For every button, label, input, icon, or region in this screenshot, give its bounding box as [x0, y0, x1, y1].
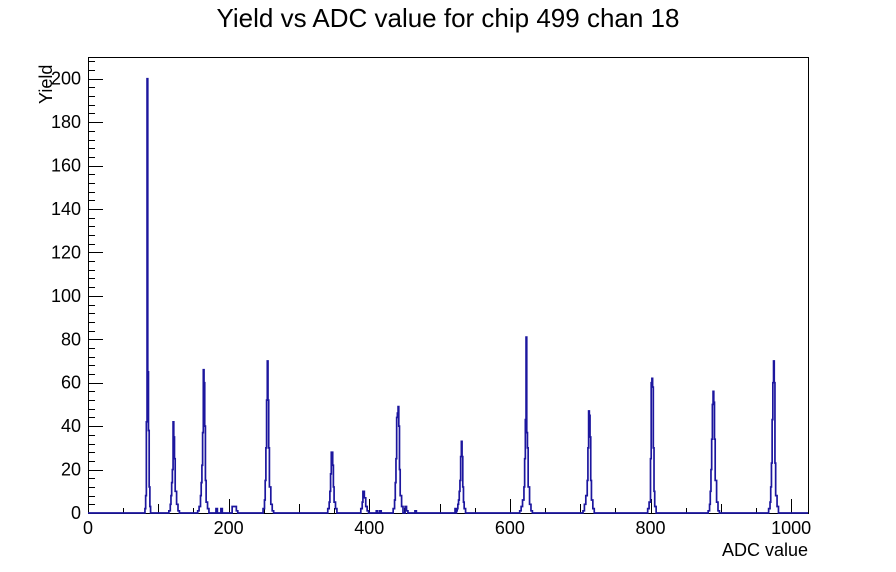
x-tick-label: 400 [354, 518, 384, 538]
y-tick-label: 120 [51, 242, 81, 262]
y-tick-label: 160 [51, 156, 81, 176]
plot-frame [88, 57, 809, 514]
y-tick-label: 60 [61, 373, 81, 393]
y-tick-label: 80 [61, 329, 81, 349]
y-tick-label: 140 [51, 199, 81, 219]
y-tick-label: 180 [51, 112, 81, 132]
x-tick-label: 0 [83, 518, 93, 538]
histogram-series-line [88, 77, 808, 514]
y-tick-label: 20 [61, 460, 81, 480]
x-axis-title: ADC value [721, 540, 808, 560]
x-tick-label: 200 [214, 518, 244, 538]
y-tick-label: 200 [51, 69, 81, 89]
axis-ticks [88, 61, 792, 514]
y-tick-label: 0 [71, 503, 81, 523]
y-tick-label: 100 [51, 286, 81, 306]
y-tick-label: 40 [61, 416, 81, 436]
x-tick-label: 1000 [771, 518, 811, 538]
x-tick-label: 600 [495, 518, 525, 538]
x-tick-label: 800 [635, 518, 665, 538]
chart-title: Yield vs ADC value for chip 499 chan 18 [216, 3, 680, 33]
